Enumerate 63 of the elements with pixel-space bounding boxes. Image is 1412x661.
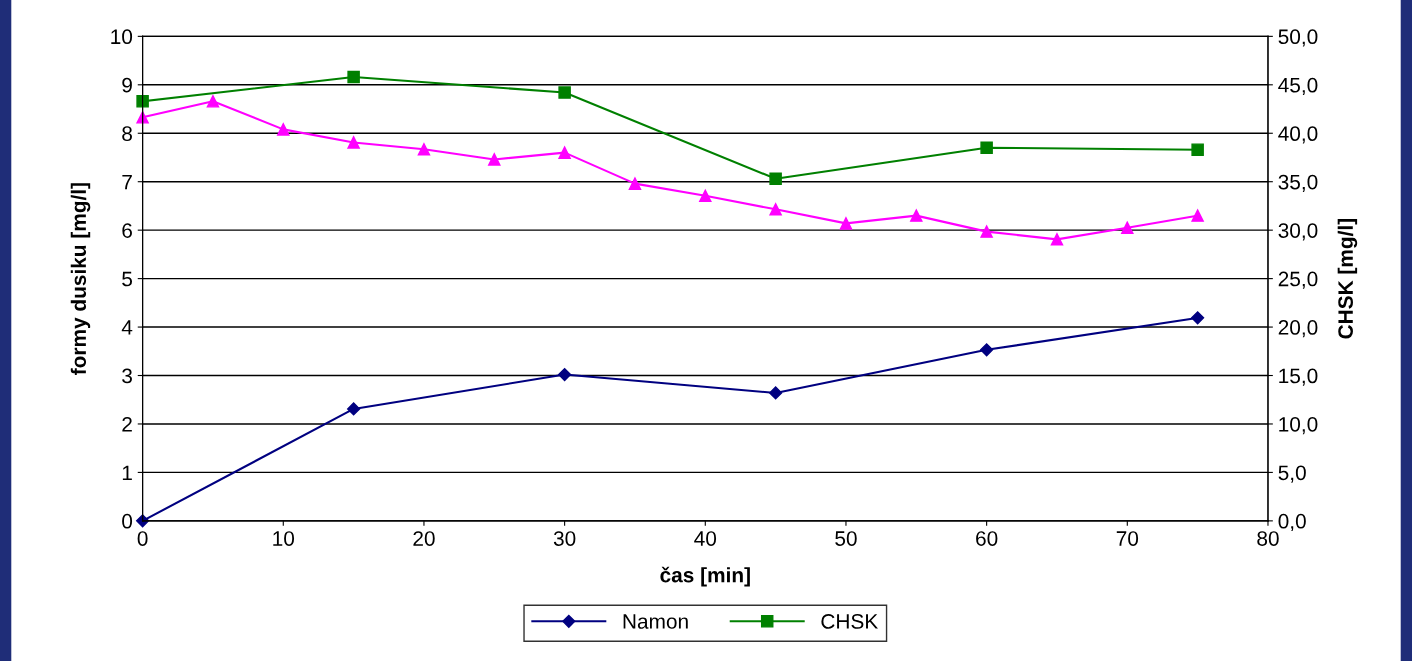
x-tick-label: 10 (273, 531, 295, 546)
point (699, 189, 712, 203)
x-tick-label: 30 (553, 531, 576, 546)
y-axis-title: formy dusiku [mg/l] (70, 183, 91, 375)
point (769, 203, 782, 216)
point (417, 142, 431, 156)
point (1050, 233, 1064, 246)
point (1191, 311, 1205, 325)
legend-label: Namon (623, 614, 688, 629)
point (980, 225, 993, 238)
point (136, 95, 149, 108)
y2-tick-label: 15,0 (1279, 368, 1318, 386)
y-tick-label: 2 (122, 416, 132, 432)
y-tick-label: 6 (122, 223, 132, 238)
x-tick-label: 50 (835, 531, 857, 546)
y2-tick-label: 5,0 (1278, 465, 1306, 483)
y-tick-label: 7 (122, 174, 132, 190)
point (277, 123, 290, 136)
point (347, 70, 360, 84)
point (558, 146, 571, 159)
point (980, 141, 993, 155)
x-tick-label: 40 (694, 531, 717, 546)
y-tick-label: 1 (122, 465, 132, 480)
point (347, 402, 361, 416)
y2-axis-title: CHSK [mg/l] (1337, 219, 1358, 339)
point (347, 136, 360, 149)
point (488, 153, 501, 166)
y-tick-label: 10 (111, 29, 133, 45)
point (558, 367, 572, 382)
point (769, 172, 782, 186)
y2-tick-label: 0,0 (1278, 513, 1306, 532)
y-tick-label: 5 (122, 271, 133, 287)
point (769, 386, 783, 400)
x-tick-label: 70 (1116, 531, 1139, 546)
y2-tick-label: 20,0 (1278, 320, 1318, 338)
y2-tick-label: 25,0 (1278, 271, 1318, 289)
y-tick-label: 3 (122, 368, 132, 384)
point (1191, 143, 1204, 156)
point (980, 343, 994, 357)
point (136, 111, 149, 124)
y2-tick-label: 45,0 (1278, 77, 1318, 96)
x-tick-label: 60 (976, 531, 998, 546)
x-tick-label: 0 (137, 531, 148, 546)
y2-tick-label: 30,0 (1278, 223, 1318, 241)
y-tick-label: 0 (122, 513, 133, 529)
x-tick-label: 80 (1257, 531, 1279, 546)
point (628, 177, 642, 190)
point (910, 209, 923, 222)
x-tick-label: 20 (413, 531, 435, 546)
point (839, 217, 853, 230)
point (1121, 221, 1134, 234)
point (1191, 209, 1204, 222)
y-tick-label: 4 (121, 320, 133, 335)
y-tick-label: 8 (122, 126, 132, 142)
legend-label: CHSK (821, 614, 878, 629)
y2-tick-label: 10,0 (1279, 416, 1318, 435)
y-tick-label: 9 (122, 77, 132, 93)
y2-tick-label: 40,0 (1278, 126, 1318, 144)
y2-tick-label: 50,0 (1278, 29, 1318, 47)
y2-tick-label: 35,0 (1278, 174, 1318, 192)
point (206, 95, 220, 108)
point (558, 86, 571, 99)
x-axis-title: čas [min] (660, 566, 750, 587)
